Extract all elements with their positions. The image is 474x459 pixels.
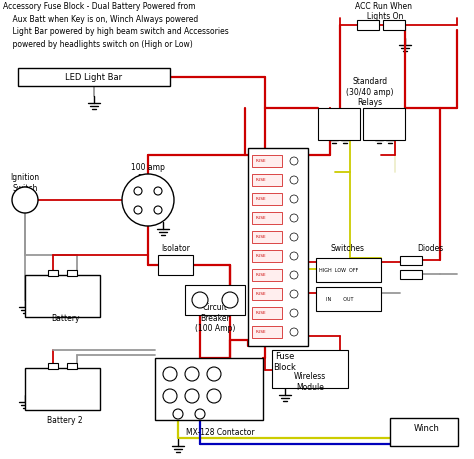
Bar <box>248 148 308 346</box>
Text: Isolator: Isolator <box>162 244 191 252</box>
Bar <box>272 350 348 388</box>
Bar <box>252 174 282 186</box>
Bar <box>252 155 282 167</box>
Bar <box>252 212 282 224</box>
Circle shape <box>290 214 298 222</box>
Circle shape <box>207 367 221 381</box>
Circle shape <box>290 157 298 165</box>
Text: IN        OUT: IN OUT <box>326 297 354 302</box>
Circle shape <box>122 174 174 226</box>
Text: Battery 2: Battery 2 <box>47 415 83 425</box>
Text: FUSE: FUSE <box>256 273 266 277</box>
Circle shape <box>290 271 298 279</box>
Text: Battery: Battery <box>51 313 79 323</box>
Bar <box>185 285 245 315</box>
Circle shape <box>154 206 162 214</box>
Text: Wireless
Module: Wireless Module <box>294 372 326 392</box>
Text: MX-128 Contactor: MX-128 Contactor <box>186 427 255 437</box>
Bar <box>390 418 458 446</box>
Bar <box>316 258 381 282</box>
Text: FUSE: FUSE <box>256 254 266 258</box>
Text: FUSE: FUSE <box>256 311 266 315</box>
Circle shape <box>207 389 221 403</box>
Text: Fuse
Block: Fuse Block <box>273 353 296 372</box>
Bar <box>252 288 282 300</box>
Circle shape <box>154 187 162 195</box>
Bar <box>400 270 422 279</box>
Bar <box>155 358 263 420</box>
Bar <box>316 287 381 311</box>
Bar <box>25 368 100 410</box>
Text: FUSE: FUSE <box>256 159 266 163</box>
Text: Ignition
Switch: Ignition Switch <box>10 174 39 193</box>
Text: FUSE: FUSE <box>256 292 266 296</box>
Circle shape <box>290 290 298 298</box>
Bar <box>383 20 405 30</box>
Text: Winch: Winch <box>414 424 440 432</box>
Circle shape <box>134 206 142 214</box>
Bar <box>400 256 422 265</box>
Text: LED Light Bar: LED Light Bar <box>65 73 123 82</box>
Bar <box>357 20 379 30</box>
Circle shape <box>134 187 142 195</box>
Bar <box>25 275 100 317</box>
Text: Diodes: Diodes <box>417 244 443 252</box>
Text: FUSE: FUSE <box>256 330 266 334</box>
Text: FUSE: FUSE <box>256 197 266 201</box>
Bar <box>252 193 282 205</box>
Circle shape <box>12 187 38 213</box>
Circle shape <box>290 233 298 241</box>
Circle shape <box>290 195 298 203</box>
Circle shape <box>195 409 205 419</box>
Circle shape <box>185 367 199 381</box>
Circle shape <box>192 292 208 308</box>
Bar <box>252 231 282 243</box>
Circle shape <box>173 409 183 419</box>
Bar <box>48 363 58 369</box>
Text: HIGH  LOW  OFF: HIGH LOW OFF <box>319 268 358 273</box>
Text: FUSE: FUSE <box>256 216 266 220</box>
Text: Circuit
Breaker
(100 Amp): Circuit Breaker (100 Amp) <box>195 303 235 333</box>
Bar <box>18 68 170 86</box>
Bar <box>252 307 282 319</box>
Circle shape <box>290 309 298 317</box>
Bar <box>48 270 58 276</box>
Bar <box>67 363 77 369</box>
Circle shape <box>163 367 177 381</box>
Circle shape <box>290 176 298 184</box>
Text: Accessory Fuse Block - Dual Battery Powered from
    Aux Batt when Key is on, Wi: Accessory Fuse Block - Dual Battery Powe… <box>3 2 229 49</box>
Circle shape <box>163 389 177 403</box>
Circle shape <box>290 328 298 336</box>
Text: Switches: Switches <box>331 244 365 252</box>
Bar <box>318 108 360 140</box>
Bar <box>363 108 405 140</box>
Text: ACC Run When
     Lights On: ACC Run When Lights On <box>355 2 412 22</box>
Circle shape <box>185 389 199 403</box>
Bar <box>158 255 193 275</box>
Bar <box>252 250 282 262</box>
Text: Standard
(30/40 amp)
Relays: Standard (30/40 amp) Relays <box>346 77 394 107</box>
Text: FUSE: FUSE <box>256 235 266 239</box>
Circle shape <box>290 252 298 260</box>
Bar <box>252 269 282 281</box>
Text: 100 amp
Relay: 100 amp Relay <box>131 163 165 183</box>
Circle shape <box>222 292 238 308</box>
Bar <box>67 270 77 276</box>
Text: FUSE: FUSE <box>256 178 266 182</box>
Bar <box>252 326 282 338</box>
